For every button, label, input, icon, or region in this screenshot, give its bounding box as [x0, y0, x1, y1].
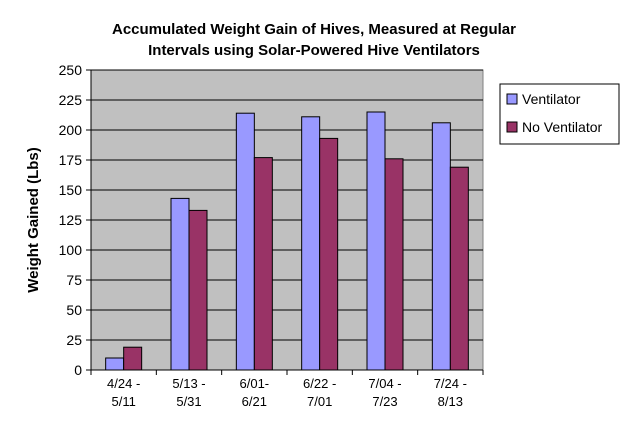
axes: [86, 69, 484, 375]
chart-title-line-2: Intervals using Solar-Powered Hive Venti…: [148, 42, 480, 59]
legend-swatch: [506, 93, 518, 105]
y-tick-labels: 0 25 50 75 100 125 150 175 200 225 250: [59, 62, 83, 378]
x-tick-label: 6/22 -: [303, 376, 336, 391]
bars: [105, 111, 469, 371]
y-tick-label: 200: [59, 122, 83, 138]
y-tick-label: 225: [59, 92, 83, 108]
x-tick-label: 5/11: [111, 394, 135, 409]
bar-ventilator: [431, 122, 451, 371]
bar-no-ventilator: [449, 166, 469, 371]
x-tick-label: 7/04 -: [368, 376, 401, 391]
y-tick-label: 50: [66, 302, 82, 318]
x-tick-label: 5/13 -: [172, 376, 205, 391]
x-tick-labels: 4/24 - 5/11 5/13 - 5/31 6/01- 6/21 6/22 - 7/01 7…: [107, 376, 467, 409]
x-tick-label: 6/21: [242, 394, 267, 409]
y-tick-label: 250: [59, 62, 83, 78]
bar-ventilator: [105, 357, 125, 371]
y-axis-label: Weight Gained (Lbs): [25, 147, 42, 293]
x-tick-label: 7/24 -: [434, 376, 467, 391]
bar-ventilator: [235, 112, 255, 371]
legend-label: No Ventilator: [522, 119, 602, 135]
y-tick-label: 100: [59, 242, 83, 258]
legend-box: [499, 83, 620, 145]
y-tick-label: 175: [59, 152, 83, 168]
y-tick-label: 125: [59, 212, 83, 228]
x-tick-label: 7/01: [307, 394, 332, 409]
legend-label: Ventilator: [522, 91, 581, 107]
bar-no-ventilator: [319, 137, 339, 371]
x-tick-label: 4/24 -: [107, 376, 140, 391]
bar-no-ventilator: [384, 158, 404, 371]
bar-no-ventilator: [123, 346, 143, 371]
y-tick-label: 25: [66, 332, 82, 348]
bar-ventilator: [301, 116, 321, 371]
bar-no-ventilator: [188, 209, 208, 371]
x-tick-label: 8/13: [438, 394, 463, 409]
x-tick-label: 7/23: [372, 394, 397, 409]
bar-no-ventilator: [253, 157, 273, 371]
legend: Ventilator No Ventilator: [499, 83, 620, 145]
y-tick-label: 150: [59, 182, 83, 198]
y-tick-label: 75: [66, 272, 82, 288]
legend-swatch: [506, 121, 518, 133]
chart-title: Accumulated Weight Gain of Hives, Measur…: [112, 21, 516, 59]
x-tick-label: 6/01-: [240, 376, 270, 391]
chart-title-line-1: Accumulated Weight Gain of Hives, Measur…: [112, 21, 516, 38]
gridlines: [91, 69, 483, 341]
bar-ventilator: [366, 111, 386, 371]
y-tick-label: 0: [74, 362, 82, 378]
bar-ventilator: [170, 197, 190, 371]
x-tick-label: 5/31: [176, 394, 201, 409]
